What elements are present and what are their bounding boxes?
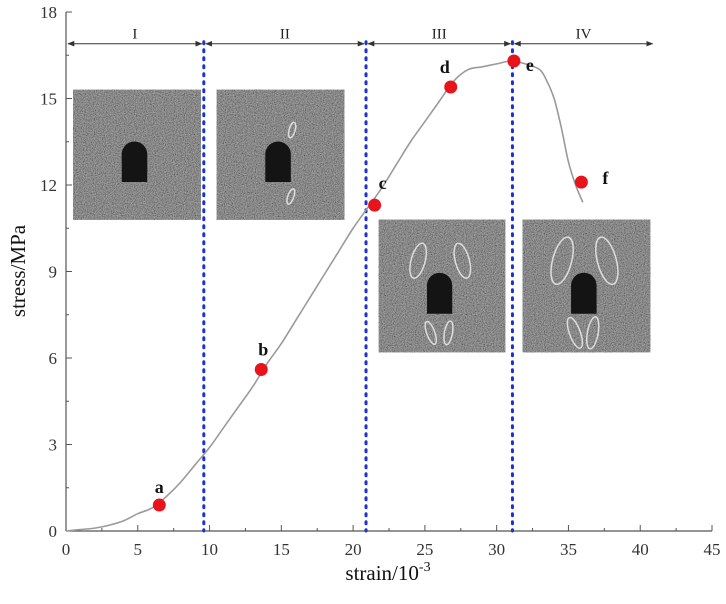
crack-marker [287,121,297,139]
x-tick-label: 25 [416,540,433,559]
stage-label: II [280,27,290,43]
crack-marker [424,320,438,345]
inset-image-stage-1 [73,89,201,220]
x-tick-label: 45 [704,540,721,559]
crack-marker [594,236,619,286]
point-c [368,198,382,212]
stage-label: III [432,27,447,43]
crack-marker [443,320,454,346]
y-tick-label: 6 [49,349,58,368]
point-label-b: b [258,340,268,360]
point-f [574,175,588,189]
crack-marker [286,188,296,205]
stage-label: IV [576,27,592,43]
x-tick-label: 35 [560,540,577,559]
x-tick-label: 5 [134,540,143,559]
crack-marker [566,316,584,349]
y-tick-label: 18 [40,3,57,22]
stage-arrows: I II III IV [67,27,654,47]
crack-marker [409,242,428,279]
stage-label: I [132,27,137,43]
x-tick-label: 30 [488,540,505,559]
inset-images [73,89,651,353]
point-label-f: f [602,168,609,188]
inset-image-stage-2 [216,89,345,220]
x-axis-title: strain/10-3 [345,560,430,585]
y-tick-label: 9 [49,263,58,282]
y-tick-label: 12 [40,176,57,195]
x-axis-title-exponent: -3 [419,560,431,575]
y-tick-label: 0 [49,522,58,541]
tunnel-opening [426,272,453,314]
point-label-c: c [379,173,387,193]
tunnel-opening [121,141,148,182]
point-e [507,54,521,68]
y-axis-title: stress/MPa [6,224,30,317]
point-b [254,363,268,377]
point-label-a: a [155,477,164,497]
inset-image-stage-4 [522,219,651,353]
y-tick-label: 3 [49,436,58,455]
point-d [444,80,458,94]
stage-boundaries [202,40,514,533]
x-axis-title-text: strain/10 [345,561,419,585]
crack-marker [586,316,600,350]
x-tick-label: 20 [345,540,362,559]
x-tick-label: 15 [273,540,290,559]
inset-image-stage-3 [378,219,506,353]
point-label-e: e [526,55,534,75]
x-tick-label: 10 [201,540,218,559]
crack-marker [550,236,574,286]
axis-ticks: 0 5 10 15 20 25 30 35 40 45 0 3 6 9 12 15 18 [40,3,721,559]
point-a [152,498,166,512]
tunnel-opening [265,141,291,182]
x-tick-label: 0 [62,540,71,559]
y-tick-label: 15 [40,90,57,109]
point-label-d: d [440,57,450,77]
data-points: a b c d e f [152,54,609,512]
crack-marker [453,242,472,279]
x-tick-label: 40 [632,540,649,559]
tunnel-opening [571,272,597,314]
